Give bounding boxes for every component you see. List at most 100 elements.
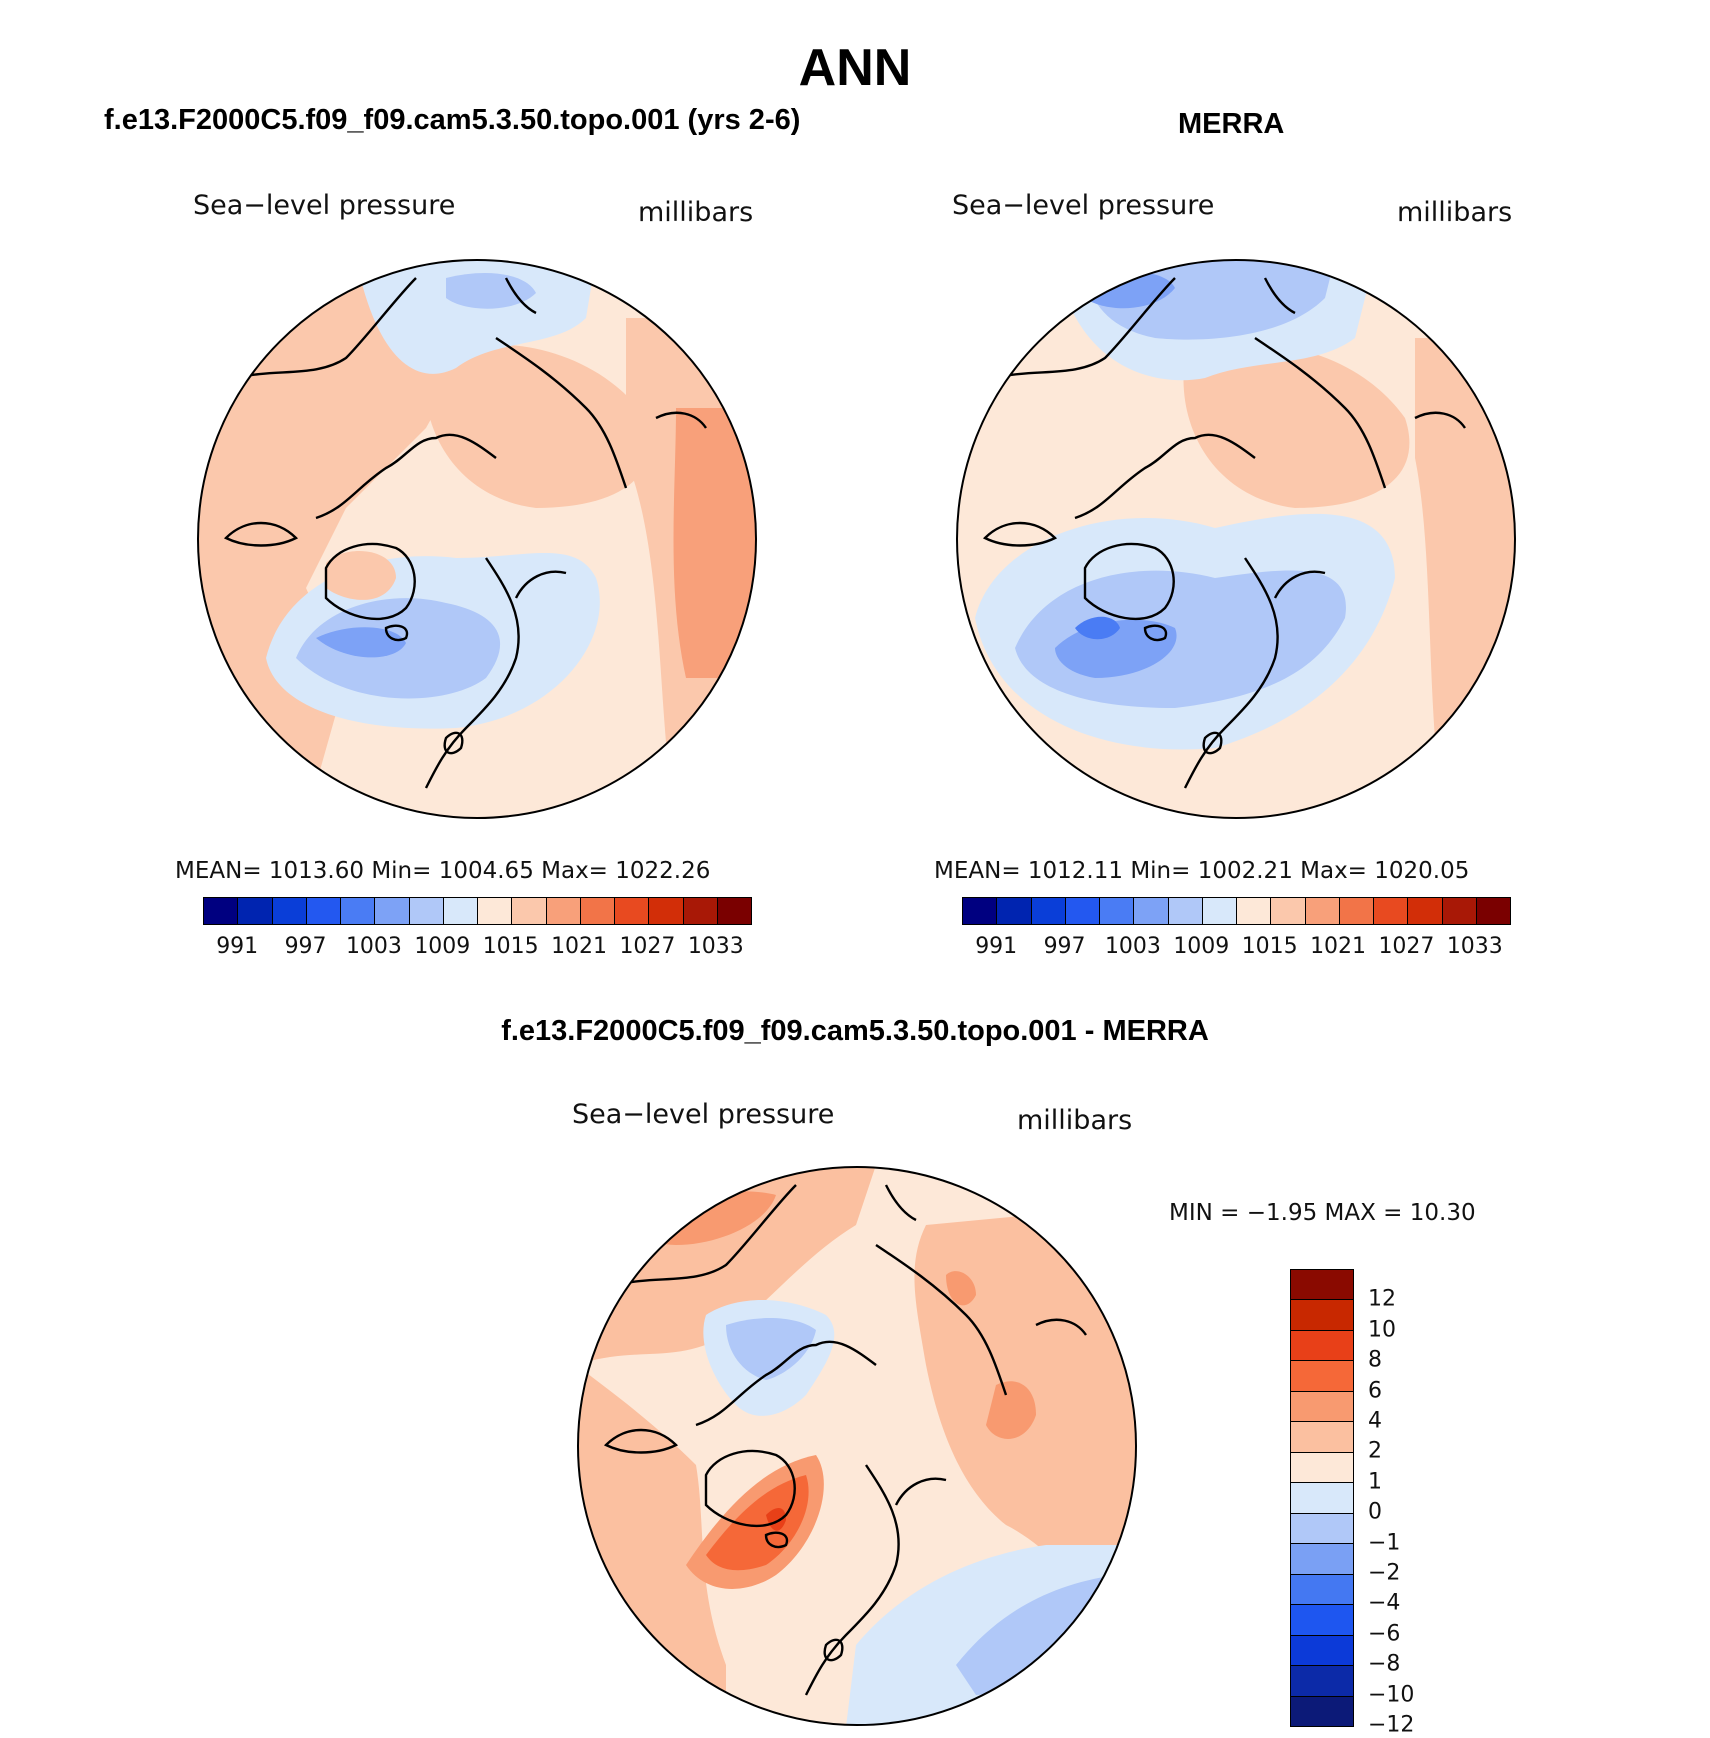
obs-colorbar-tick-label: 991 xyxy=(975,934,1018,959)
model-stats: MEAN= 1013.60 Min= 1004.65 Max= 1022.26 xyxy=(175,858,711,884)
model-colorbar-tick-label: 1033 xyxy=(687,934,744,959)
model-field-icelandic-low xyxy=(316,627,406,658)
diff-colorbar-tick-label: −1 xyxy=(1368,1530,1401,1556)
model-colorbar-cell xyxy=(683,898,718,924)
obs-field-arctic-high xyxy=(1183,344,1410,508)
obs-colorbar-tick-label: 1015 xyxy=(1241,934,1298,959)
model-colorbar-cell xyxy=(306,898,341,924)
obs-colorbar-cell xyxy=(1237,898,1272,924)
diff-polar-map xyxy=(577,1166,1137,1726)
obs-colorbar-cell xyxy=(1065,898,1100,924)
model-field-west-high xyxy=(198,260,476,818)
model-colorbar-cell xyxy=(546,898,581,924)
model-colorbar-cell xyxy=(409,898,444,924)
obs-polar-map xyxy=(956,259,1516,819)
obs-colorbar-cell xyxy=(1305,898,1340,924)
obs-colorbar-cell xyxy=(1374,898,1409,924)
diff-colorbar-tick-label: 4 xyxy=(1368,1408,1382,1434)
diff-colorbar-cell xyxy=(1291,1422,1353,1453)
obs-units-label: millibars xyxy=(1397,197,1513,228)
obs-colorbar-tick-label: 1009 xyxy=(1173,934,1230,959)
diff-colorbar-cell xyxy=(1291,1513,1353,1545)
obs-colorbar-tick-label: 1021 xyxy=(1310,934,1367,959)
obs-colorbar-cell xyxy=(1100,898,1135,924)
obs-field-icelandic-low-core xyxy=(1075,616,1120,640)
diff-colorbar-tick-label: −8 xyxy=(1368,1651,1401,1677)
model-field-greenland-high xyxy=(326,551,396,600)
diff-units-label: millibars xyxy=(1017,1105,1133,1136)
model-variable-label: Sea−level pressure xyxy=(193,190,456,221)
model-panel-title: f.e13.F2000C5.f09_f09.cam5.3.50.topo.001… xyxy=(104,104,801,136)
diff-colorbar-cell xyxy=(1291,1666,1353,1697)
obs-colorbar-tick-label: 997 xyxy=(1043,934,1086,959)
obs-stats: MEAN= 1012.11 Min= 1002.21 Max= 1020.05 xyxy=(934,858,1470,884)
obs-colorbar xyxy=(962,897,1511,925)
diff-colorbar-tick-label: 0 xyxy=(1368,1499,1382,1525)
model-colorbar-cell xyxy=(717,898,751,924)
diff-colorbar-tick-label: −6 xyxy=(1368,1621,1401,1647)
model-field-siberia-high-core xyxy=(673,408,756,678)
model-map-boundary xyxy=(197,259,757,819)
model-colorbar-tick-label: 1015 xyxy=(482,934,539,959)
model-colorbar-cell xyxy=(375,898,410,924)
obs-colorbar-cell xyxy=(997,898,1032,924)
diff-colorbar-cell xyxy=(1291,1391,1353,1423)
diff-colorbar-cell xyxy=(1291,1605,1353,1636)
diff-colorbar-tick-label: 2 xyxy=(1368,1438,1382,1464)
obs-variable-label: Sea−level pressure xyxy=(952,190,1215,221)
model-polar-map xyxy=(197,259,757,819)
obs-colorbar-tick-label: 1027 xyxy=(1378,934,1435,959)
model-colorbar-cell xyxy=(512,898,547,924)
diff-colorbar-tick-label: −12 xyxy=(1368,1712,1415,1738)
obs-colorbar-ticks: 991 997 1003 1009 1015 1021 1027 1033 xyxy=(962,934,1509,964)
diff-colorbar-cell xyxy=(1291,1361,1353,1392)
diff-field-negative-core xyxy=(726,1318,816,1380)
diff-colorbar-tick-label: 1 xyxy=(1368,1469,1382,1495)
diff-map-boundary xyxy=(577,1166,1137,1726)
obs-colorbar-cell xyxy=(1134,898,1169,924)
model-coastlines xyxy=(223,277,707,789)
diff-colorbar-tick-label: 10 xyxy=(1368,1317,1396,1343)
diff-colorbar-cell xyxy=(1291,1574,1353,1606)
model-colorbar-tick-label: 1021 xyxy=(551,934,608,959)
diff-field-east-band xyxy=(986,1381,1036,1439)
diff-colorbar-cell xyxy=(1291,1330,1353,1362)
diff-colorbar-ticks: 12 10 8 6 4 2 1 0 −1 −2 −4 −6 −8 −10 −12 xyxy=(1362,1269,1442,1738)
diff-colorbar-cell xyxy=(1291,1300,1353,1331)
model-colorbar-cell xyxy=(238,898,273,924)
diff-colorbar xyxy=(1290,1269,1354,1727)
diff-colorbar-cell xyxy=(1291,1696,1353,1727)
diff-colorbar-cell xyxy=(1291,1635,1353,1667)
diff-colorbar-tick-label: 12 xyxy=(1368,1286,1396,1312)
obs-colorbar-cell xyxy=(963,898,998,924)
model-colorbar-cell xyxy=(649,898,684,924)
model-colorbar-tick-label: 997 xyxy=(284,934,327,959)
obs-coastlines xyxy=(982,277,1466,789)
model-colorbar-tick-label: 1009 xyxy=(414,934,471,959)
obs-colorbar-cell xyxy=(1271,898,1306,924)
diff-coastlines xyxy=(603,1184,1087,1696)
model-colorbar-cell xyxy=(341,898,376,924)
model-colorbar-cell xyxy=(580,898,615,924)
obs-colorbar-cell xyxy=(1476,898,1510,924)
model-colorbar-ticks: 991 997 1003 1009 1015 1021 1027 1033 xyxy=(203,934,750,964)
diff-stats: MIN = −1.95 MAX = 10.30 xyxy=(1169,1200,1476,1226)
model-colorbar-cell xyxy=(615,898,650,924)
diff-colorbar-tick-label: 6 xyxy=(1368,1378,1382,1404)
diff-colorbar-tick-label: −4 xyxy=(1368,1590,1401,1616)
diff-colorbar-cell xyxy=(1291,1270,1353,1301)
diff-colorbar-tick-label: 8 xyxy=(1368,1347,1382,1373)
model-colorbar xyxy=(203,897,752,925)
model-field-pacific-low-outer xyxy=(356,260,596,374)
obs-colorbar-tick-label: 1033 xyxy=(1446,934,1503,959)
model-colorbar-tick-label: 1003 xyxy=(345,934,402,959)
model-field-arctic-high xyxy=(424,344,651,508)
obs-map-boundary xyxy=(956,259,1516,819)
model-colorbar-cell xyxy=(478,898,513,924)
model-units-label: millibars xyxy=(638,197,754,228)
obs-colorbar-tick-label: 1003 xyxy=(1104,934,1161,959)
obs-colorbar-cell xyxy=(1442,898,1477,924)
obs-colorbar-cell xyxy=(1168,898,1203,924)
diff-colorbar-tick-label: −10 xyxy=(1368,1682,1415,1708)
obs-colorbar-cell xyxy=(1031,898,1066,924)
